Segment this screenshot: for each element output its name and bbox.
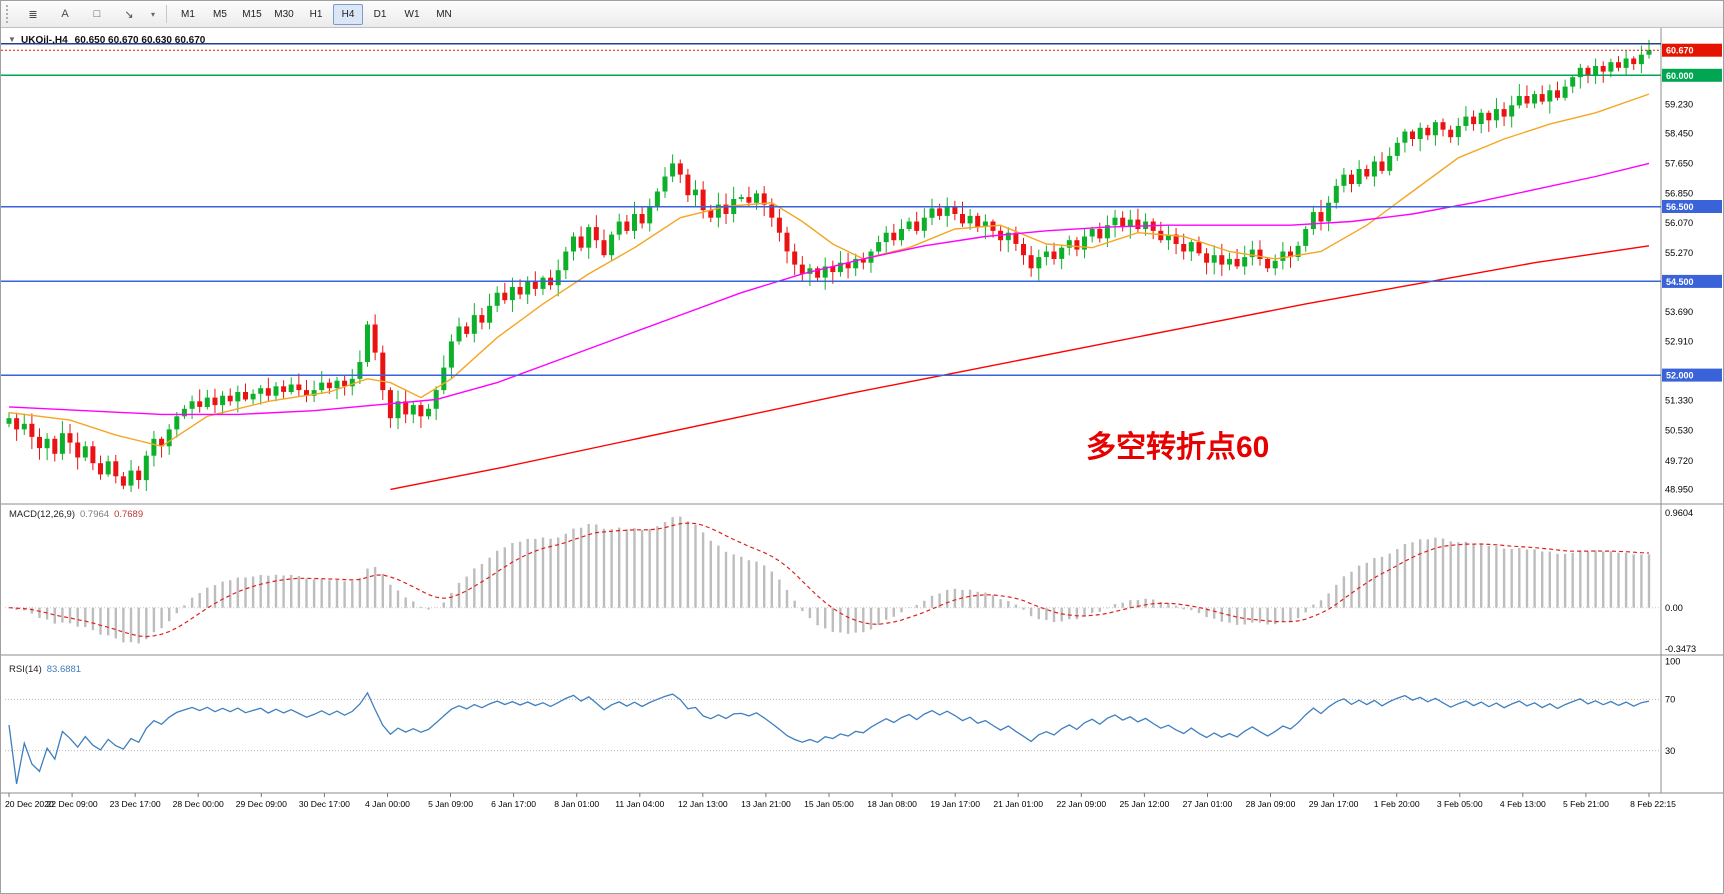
macd-main-value: 0.7964 bbox=[80, 509, 109, 520]
time-axis-label: 27 Jan 01:00 bbox=[1183, 799, 1233, 809]
timeframe-button-w1[interactable]: W1 bbox=[404, 8, 420, 20]
chart-canvas[interactable]: 59.230 58.450 57.650 56.850 56.070 55.270 53.6… bbox=[1, 28, 1723, 894]
macd-label-name: MACD(12,26,9) bbox=[9, 509, 75, 520]
time-axis-label: 15 Jan 05:00 bbox=[804, 799, 854, 809]
macd-axis-zero: 0.00 bbox=[1665, 603, 1683, 613]
rsi-label: RSI(14) 83.6881 bbox=[9, 664, 81, 675]
pane-separators bbox=[1, 28, 1723, 794]
price-tag-text: 52.000 bbox=[1666, 371, 1694, 381]
timeframe-button-m15[interactable]: M15 bbox=[242, 8, 262, 20]
toolbar-grip[interactable] bbox=[6, 5, 12, 23]
price-axis-label: 51.330 bbox=[1665, 396, 1693, 406]
tool-icons-group: ≣ A □ ↘ ▾ bbox=[18, 4, 160, 25]
annotation-text[interactable]: 多空转折点60 bbox=[1086, 431, 1269, 464]
price-axis-label: 55.270 bbox=[1665, 248, 1693, 258]
shapes-tool-icon[interactable]: □ bbox=[93, 8, 101, 20]
ma-fast-orange bbox=[8, 93, 1650, 448]
charts-list-icon[interactable]: ≣ bbox=[28, 8, 38, 21]
price-tag-line-label bbox=[1662, 274, 1722, 288]
price-axis-label: 56.850 bbox=[1665, 189, 1693, 199]
time-axis-label: 21 Jan 01:00 bbox=[993, 799, 1043, 809]
price-tag-text: 60.000 bbox=[1666, 71, 1694, 81]
time-axis-label: 30 Dec 17:00 bbox=[299, 799, 350, 809]
time-axis-label: 4 Feb 13:00 bbox=[1500, 799, 1546, 809]
time-axis-label: 8 Jan 01:00 bbox=[554, 799, 599, 809]
price-axis: 59.230 58.450 57.650 56.850 56.070 55.270 53.6… bbox=[1662, 43, 1722, 495]
price-tag-text: 60.670 bbox=[1666, 46, 1694, 56]
toolbar: ≣ A □ ↘ ▾ M1 M5 M15 M30 H1 H4 D1 W1 MN bbox=[1, 1, 1723, 28]
timeframe-button-d1[interactable]: D1 bbox=[373, 8, 387, 20]
timeframe-button-mn[interactable]: MN bbox=[436, 8, 452, 20]
time-axis-label: 23 Dec 17:00 bbox=[110, 799, 161, 809]
time-axis-label: 29 Jan 17:00 bbox=[1309, 799, 1359, 809]
timeframe-buttons-group: M1 M5 M15 M30 H1 H4 D1 W1 MN bbox=[173, 3, 459, 25]
timeframe-button-h4[interactable]: H4 bbox=[333, 3, 363, 25]
time-axis-label: 11 Jan 04:00 bbox=[615, 799, 664, 809]
text-label-tool-icon[interactable]: A bbox=[61, 8, 69, 20]
time-axis-label: 29 Dec 09:00 bbox=[236, 799, 287, 809]
arrow-tool-caret-icon[interactable]: ▾ bbox=[150, 9, 155, 19]
rsi-value: 83.6881 bbox=[47, 664, 81, 675]
time-axis-label: 20 Dec 2020 bbox=[5, 799, 54, 809]
toolbar-separator bbox=[166, 5, 167, 23]
moving-averages bbox=[8, 93, 1650, 491]
price-tag-text: 54.500 bbox=[1666, 277, 1694, 287]
time-axis-label: 1 Feb 20:00 bbox=[1374, 799, 1420, 809]
price-axis-label: 49.720 bbox=[1665, 456, 1693, 466]
timeframe-button-m1[interactable]: M1 bbox=[181, 8, 195, 20]
chart-title: UKOil-,H4 60.650 60.670 60.630 60.670 bbox=[21, 35, 206, 46]
time-axis-label: 18 Jan 08:00 bbox=[867, 799, 917, 809]
time-axis-label: 8 Feb 22:15 bbox=[1630, 799, 1676, 809]
price-axis-label: 53.690 bbox=[1665, 307, 1693, 317]
horizontal-lines[interactable] bbox=[1, 42, 1661, 376]
candlesticks bbox=[6, 39, 1652, 493]
price-tag-current-price bbox=[1662, 43, 1722, 57]
chart-title-ohlc: 60.650 60.670 60.630 60.670 bbox=[75, 35, 206, 46]
time-axis-label: 28 Jan 09:00 bbox=[1246, 799, 1296, 809]
price-tag-text: 56.500 bbox=[1666, 202, 1694, 212]
price-axis-label: 56.070 bbox=[1665, 218, 1693, 228]
price-tag-line-label bbox=[1662, 200, 1722, 213]
time-axis-label: 3 Feb 05:00 bbox=[1437, 799, 1483, 809]
rsi-axis-label: 100 bbox=[1665, 656, 1680, 666]
ma-slow-red bbox=[390, 245, 1650, 491]
price-axis-label: 50.530 bbox=[1665, 426, 1693, 436]
price-axis-label: 52.910 bbox=[1665, 336, 1693, 346]
time-axis-label: 13 Jan 21:00 bbox=[741, 799, 791, 809]
macd-axis-max: 0.9604 bbox=[1665, 508, 1693, 518]
time-axis-label: 28 Dec 00:00 bbox=[173, 799, 224, 809]
macd-axis-min: -0.3473 bbox=[1665, 644, 1696, 654]
rsi-axis-label: 70 bbox=[1665, 695, 1675, 705]
ma-mid-magenta bbox=[8, 162, 1650, 416]
arrow-tool-icon[interactable]: ↘ bbox=[124, 8, 134, 21]
macd-signal-value: 0.7689 bbox=[114, 509, 143, 520]
time-axis-label: 12 Jan 13:00 bbox=[678, 799, 728, 809]
time-axis-label: 5 Jan 09:00 bbox=[428, 799, 473, 809]
time-axis-label: 6 Jan 17:00 bbox=[491, 799, 536, 809]
time-axis-label: 22 Dec 09:00 bbox=[47, 799, 98, 809]
time-axis-label: 22 Jan 09:00 bbox=[1056, 799, 1106, 809]
macd-label: MACD(12,26,9) 0.7964 0.7689 bbox=[9, 509, 143, 520]
rsi-label-name: RSI(14) bbox=[9, 664, 42, 675]
timeframe-button-h1[interactable]: H1 bbox=[309, 8, 323, 20]
price-axis-label: 58.450 bbox=[1665, 129, 1693, 139]
rsi-axis-label: 30 bbox=[1665, 746, 1675, 756]
timeframe-button-m5[interactable]: M5 bbox=[213, 8, 227, 20]
price-tag-line-label bbox=[1662, 68, 1722, 82]
time-axis-label: 25 Jan 12:00 bbox=[1120, 799, 1170, 809]
macd-pane: 0.9604 0.00 -0.3473 bbox=[5, 508, 1696, 654]
price-tag-line-label bbox=[1662, 368, 1722, 382]
price-axis-label: 48.950 bbox=[1665, 485, 1693, 495]
price-axis-label: 59.230 bbox=[1665, 100, 1693, 110]
time-axis-label: 4 Jan 00:00 bbox=[365, 799, 410, 809]
time-axis-label: 19 Jan 17:00 bbox=[930, 799, 980, 809]
price-axis-label: 57.650 bbox=[1665, 159, 1693, 169]
chart-title-symbol: UKOil-,H4 bbox=[21, 35, 68, 46]
time-axis-label: 5 Feb 21:00 bbox=[1563, 799, 1609, 809]
rsi-pane: 100 70 30 bbox=[5, 656, 1680, 785]
timeframe-button-m30[interactable]: M30 bbox=[274, 8, 294, 20]
chart-dropdown-icon[interactable]: ▼ bbox=[8, 35, 16, 44]
